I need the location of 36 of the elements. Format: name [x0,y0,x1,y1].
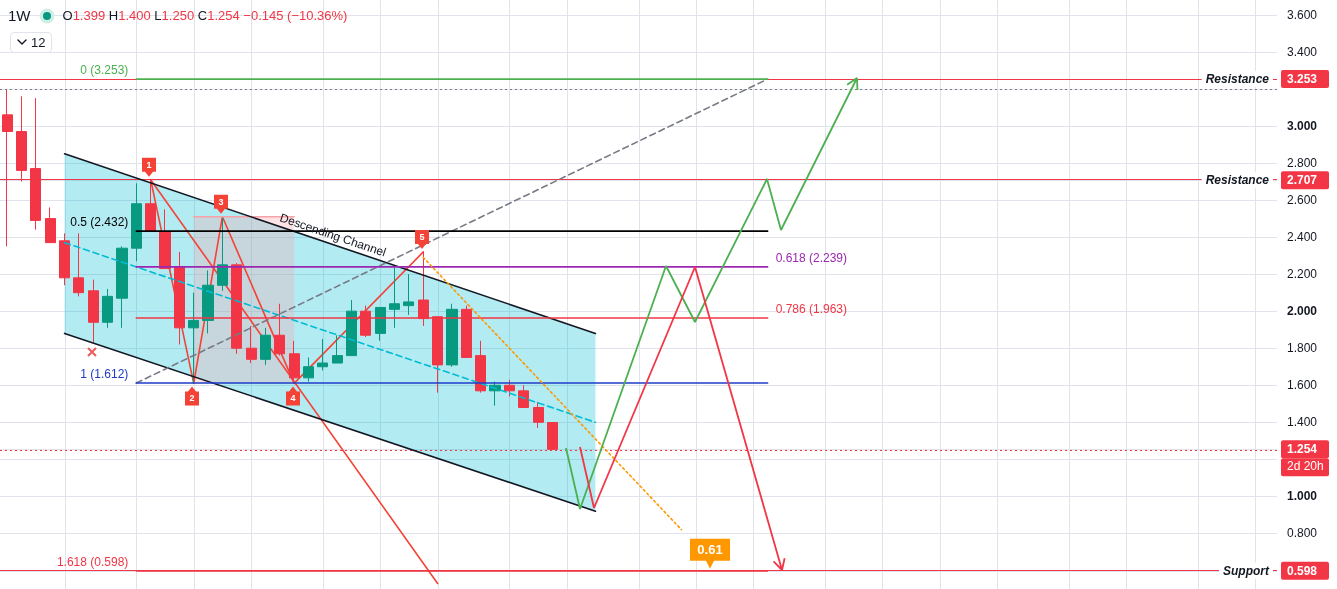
y-tick-label: 2.707 [1287,173,1318,188]
y-tick-label: 3.000 [1287,118,1318,133]
ref-line-label: Support [1223,563,1270,578]
chart-title: 1W [8,7,31,24]
ref-line-label: Resistance [1205,173,1270,188]
annotation: 5 [419,231,425,242]
series-label: 1 (1.612) [80,367,129,382]
y-tick-label: 0.800 [1287,526,1318,541]
annotation: 2 [189,393,195,404]
y-tick-label: 2.200 [1287,267,1318,282]
y-tick-label: 3.600 [1287,7,1318,22]
ref-line-label: 2d 20h [1287,459,1324,474]
y-tick-label: 1.000 [1287,489,1318,504]
y-tick-label: 0.598 [1287,563,1318,578]
annotation: 1 [146,159,152,170]
series-label: 0.786 (1.963) [775,302,848,317]
y-tick-label: 2.000 [1287,304,1318,319]
annotation: 12 [31,35,46,50]
y-tick-label: 3.400 [1287,44,1318,59]
series-label: 0.618 (2.239) [775,250,848,265]
y-tick-label: 1.800 [1287,341,1318,356]
ref-line-label: Resistance [1205,72,1270,87]
text: O1.399 H1.400 L1.250 C1.254 −0.145 (−10.36%) [62,8,348,23]
annotation: 0.61 [697,542,723,558]
series-label: 0 (3.253) [80,63,129,78]
annotation: 4 [290,393,296,404]
y-tick-label: 2.400 [1287,230,1318,245]
y-tick-label: 2.800 [1287,155,1318,170]
y-tick-label: 1.400 [1287,415,1318,430]
y-tick-label: 2.600 [1287,193,1318,208]
series-label: 0.5 (2.432) [70,215,129,230]
series-label: 1.618 (0.598) [56,554,129,569]
y-tick-label: 1.600 [1287,378,1318,393]
y-tick-label: 1.254 [1287,442,1318,457]
y-tick-label: 3.253 [1287,72,1318,87]
annotation: 3 [218,196,224,207]
